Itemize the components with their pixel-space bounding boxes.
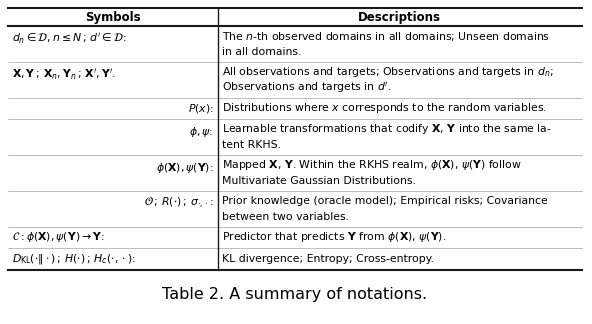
Text: Prior knowledge (oracle model); Empirical risks; Covariance: Prior knowledge (oracle model); Empirica… bbox=[221, 196, 547, 206]
Text: Mapped $\mathbf{X}$, $\mathbf{Y}$. Within the RKHS realm, $\phi(\mathbf{X})$, $\: Mapped $\mathbf{X}$, $\mathbf{Y}$. Withi… bbox=[221, 158, 521, 172]
Text: Multivariate Gaussian Distributions.: Multivariate Gaussian Distributions. bbox=[221, 176, 416, 186]
Text: $P(x)$:: $P(x)$: bbox=[188, 102, 214, 115]
Text: $\phi(\mathbf{X}), \psi(\mathbf{Y})$:: $\phi(\mathbf{X}), \psi(\mathbf{Y})$: bbox=[156, 161, 214, 175]
Text: $\mathcal{C}: \phi(\mathbf{X}), \psi(\mathbf{Y}) \rightarrow \mathbf{Y}$:: $\mathcal{C}: \phi(\mathbf{X}), \psi(\ma… bbox=[12, 230, 105, 244]
Text: Descriptions: Descriptions bbox=[358, 10, 441, 24]
Text: $d_n \in \mathcal{D}, n \leq N\,;\,d^{\prime} \in \mathcal{D}$:: $d_n \in \mathcal{D}, n \leq N\,;\,d^{\p… bbox=[12, 31, 127, 46]
Text: $\mathcal{O}\,;\,R(\cdot)\,;\,\sigma_{\cdot,\cdot}$:: $\mathcal{O}\,;\,R(\cdot)\,;\,\sigma_{\c… bbox=[144, 196, 214, 211]
Text: $D_{\mathrm{KL}}(\cdot\|\cdot)\,;\,H(\cdot)\,;\,H_c(\cdot,\cdot)$:: $D_{\mathrm{KL}}(\cdot\|\cdot)\,;\,H(\cd… bbox=[12, 252, 136, 266]
Text: Table 2. A summary of notations.: Table 2. A summary of notations. bbox=[162, 286, 427, 302]
Text: Predictor that predicts $\mathbf{Y}$ from $\phi(\mathbf{X})$, $\psi(\mathbf{Y})$: Predictor that predicts $\mathbf{Y}$ fro… bbox=[221, 230, 446, 244]
Text: Observations and targets in $d^{\prime}$.: Observations and targets in $d^{\prime}$… bbox=[221, 80, 391, 95]
Text: between two variables.: between two variables. bbox=[221, 212, 349, 222]
Text: tent RKHS.: tent RKHS. bbox=[221, 140, 281, 150]
Text: $\phi, \psi$:: $\phi, \psi$: bbox=[189, 125, 214, 139]
Text: Distributions where $x$ corresponds to the random variables.: Distributions where $x$ corresponds to t… bbox=[221, 101, 546, 115]
Text: in all domains.: in all domains. bbox=[221, 47, 301, 57]
Text: Learnable transformations that codify $\mathbf{X}$, $\mathbf{Y}$ into the same l: Learnable transformations that codify $\… bbox=[221, 122, 551, 136]
Text: The $n$-th observed domains in all domains; Unseen domains: The $n$-th observed domains in all domai… bbox=[221, 29, 549, 42]
Text: Symbols: Symbols bbox=[85, 10, 140, 24]
Text: KL divergence; Entropy; Cross-entropy.: KL divergence; Entropy; Cross-entropy. bbox=[221, 254, 433, 264]
Text: All observations and targets; Observations and targets in $d_n$;: All observations and targets; Observatio… bbox=[221, 65, 554, 79]
Text: $\mathbf{X}, \mathbf{Y}\,;\,\mathbf{X}_n, \mathbf{Y}_n\,;\,\mathbf{X}^{\prime}, : $\mathbf{X}, \mathbf{Y}\,;\,\mathbf{X}_n… bbox=[12, 67, 116, 82]
